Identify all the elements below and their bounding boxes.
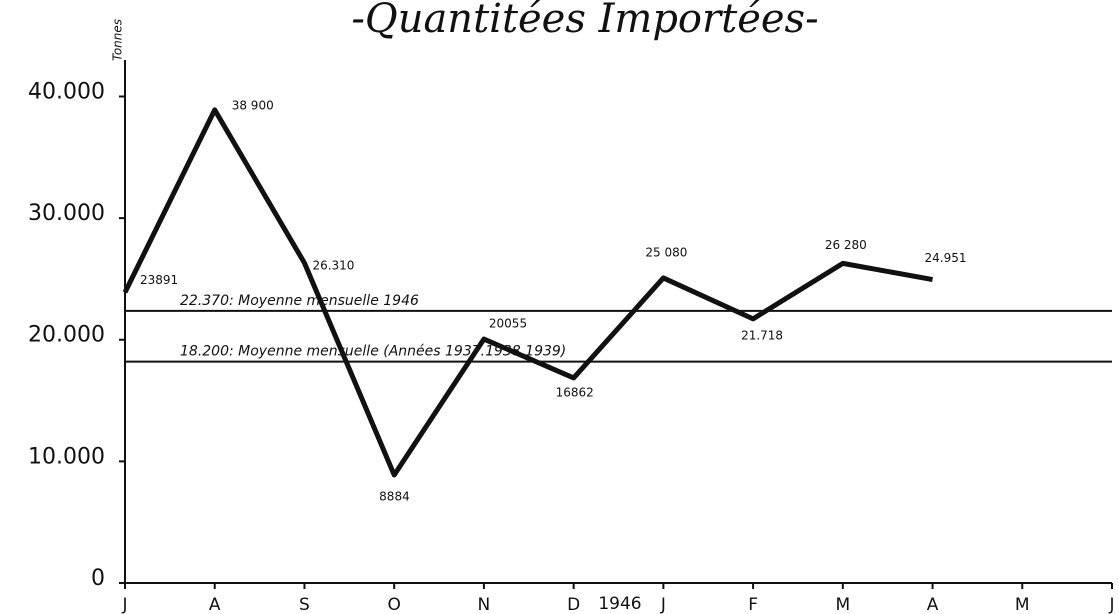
x-tick-label: D [567,595,580,614]
value-label: 24.951 [925,251,967,265]
value-label: 26 280 [825,238,867,252]
chart-title: -Quantitées Importées- [351,0,818,42]
value-label: 26.310 [312,258,354,272]
value-label: 20055 [489,317,527,331]
value-label: 21.718 [741,328,783,342]
value-label: 8884 [379,489,410,503]
x-tick-label: F [748,595,758,614]
x-tick-label: O [387,595,400,614]
x-tick-label: A [209,595,221,614]
x-tick-label: M [835,595,850,614]
y-axis-label: Tonnes [111,19,125,61]
x-tick-label: J [121,595,127,614]
y-tick-label: 0 [91,566,105,591]
data-line [122,107,933,478]
y-tick-label: 20.000 [28,323,105,348]
value-label: 25 080 [645,245,687,259]
x-tick-label: N [478,595,491,614]
annotation: 1946 [598,594,641,614]
x-tick-label: J [660,595,666,614]
x-tick-label: J [1108,595,1114,614]
x-tick-label: S [299,595,310,614]
x-tick-label: A [927,595,939,614]
y-tick-label: 30.000 [28,201,105,226]
reference-label: 22.370: Moyenne mensuelle 1946 [180,293,419,309]
value-label: 38 900 [232,98,274,112]
value-label: 23891 [140,273,178,287]
reference-label: 18.200: Moyenne mensuelle (Années 1937.1… [180,344,566,360]
value-label: 16862 [556,385,594,399]
y-tick-label: 40.000 [28,79,105,104]
y-tick-label: 10.000 [28,444,105,469]
x-tick-label: M [1015,595,1030,614]
